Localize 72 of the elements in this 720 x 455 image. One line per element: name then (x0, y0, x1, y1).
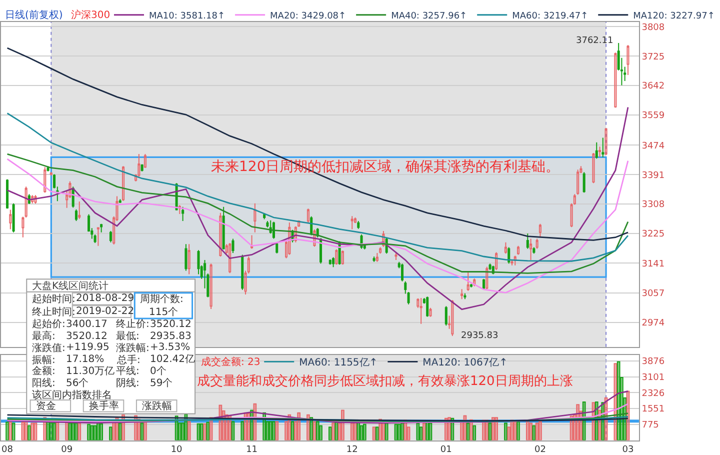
annotation: 涨跌幅 (142, 400, 172, 412)
annotation: 成交量能和成交价格同步低区域扣减，有效暴涨120日周期的上涨 (197, 373, 573, 389)
annotation: 振幅: (32, 354, 56, 366)
legend-label: MA10: 3581.18↑ (149, 11, 226, 22)
legend-label: MA60: 3219.47↑ (512, 11, 588, 22)
annotation: 2935.83 (150, 331, 192, 342)
annotation: 11.30万亿 (66, 366, 115, 377)
legend-label: MA60: 1155亿↑ (299, 358, 378, 369)
annotation: 2935.83 (461, 331, 498, 341)
annotation: 3762.11 (576, 36, 614, 46)
x-tick-label: 09 (61, 445, 73, 455)
x-tick-label: 03 (622, 445, 634, 455)
y-tick-label: 2974 (642, 318, 665, 329)
legend-label: MA120: 1067亿↑ (422, 358, 508, 369)
annotation: 115个 (149, 306, 178, 318)
annotation: 3520.12 (66, 331, 108, 342)
legend-label: MA40: 3257.96↑ (391, 11, 468, 22)
annotation: +3.53% (150, 342, 190, 353)
annotation: 0个 (150, 365, 166, 377)
annotation: 平线: (116, 365, 140, 377)
annotation: 59个 (150, 377, 173, 389)
x-tick-label: 02 (534, 445, 546, 455)
annotation: 2019-02-22 (76, 306, 134, 317)
y-tick-label: 2326 (642, 388, 665, 399)
annotation: 2018-08-29 (76, 293, 134, 304)
annotation: 周期个数: (140, 293, 184, 305)
chart-subtitle: 沪深300 (71, 9, 110, 21)
legend-label: MA120: 3227.97↑ (633, 11, 715, 22)
y-tick-label: 3642 (642, 82, 665, 92)
x-tick-label: 12 (346, 445, 358, 455)
annotation: 3520.12 (150, 319, 192, 330)
y-tick-label: 3808 (642, 22, 665, 33)
y-tick-label: 3725 (642, 52, 665, 62)
annotation: 起始时间: (32, 293, 76, 305)
y-tick-label: 775 (642, 420, 659, 431)
y-tick-label: 3225 (642, 230, 665, 240)
y-tick-label: 3876 (642, 357, 665, 368)
annotation: 102.42亿 (150, 354, 195, 365)
legend-label: MA20: 3429.08↑ (270, 11, 346, 22)
annotation: 涨跌幅: (116, 342, 150, 354)
y-tick-label: 3101 (642, 373, 665, 384)
y-tick-label: 3474 (642, 141, 665, 152)
annotation: 最低: (116, 331, 140, 342)
chart-title: 日线(前复权) (5, 9, 63, 21)
annotation: 起始价: (32, 318, 66, 330)
annotation: 17.18% (66, 354, 104, 365)
y-tick-label: 3391 (642, 170, 665, 181)
text: 大盘K线区间统计 (32, 280, 109, 292)
annotation: 3400.17 (66, 319, 108, 330)
annotation: 总手: (116, 354, 140, 366)
x-tick-label: 08 (2, 445, 14, 455)
y-tick-label: 3141 (642, 259, 665, 270)
x-tick-label: 11 (246, 445, 258, 455)
annotation: +119.95 (66, 342, 110, 353)
x-tick-label: 01 (440, 445, 452, 455)
y-tick-label: 1551 (642, 404, 665, 415)
annotation: 换手率 (89, 400, 119, 412)
annotation: 该区间内指数排名 (32, 389, 112, 401)
y-tick-label: 3308 (642, 200, 665, 210)
y-tick-label: 3057 (642, 289, 665, 300)
x-tick-label: 10 (170, 445, 183, 455)
annotation: 终止价: (116, 318, 150, 330)
annotation: 最高: (32, 330, 56, 342)
annotation: 阳线: (32, 377, 56, 389)
annotation: 终止时间: (32, 306, 76, 318)
annotation: 资金 (36, 400, 56, 412)
annotation: 成交金额: 23 (201, 356, 260, 368)
y-tick-label: 3559 (642, 111, 665, 122)
annotation: 56个 (66, 377, 89, 389)
annotation: 阴线: (116, 377, 140, 389)
annotation: 金额: (32, 365, 56, 377)
annotation: 涨跌值: (32, 342, 66, 354)
